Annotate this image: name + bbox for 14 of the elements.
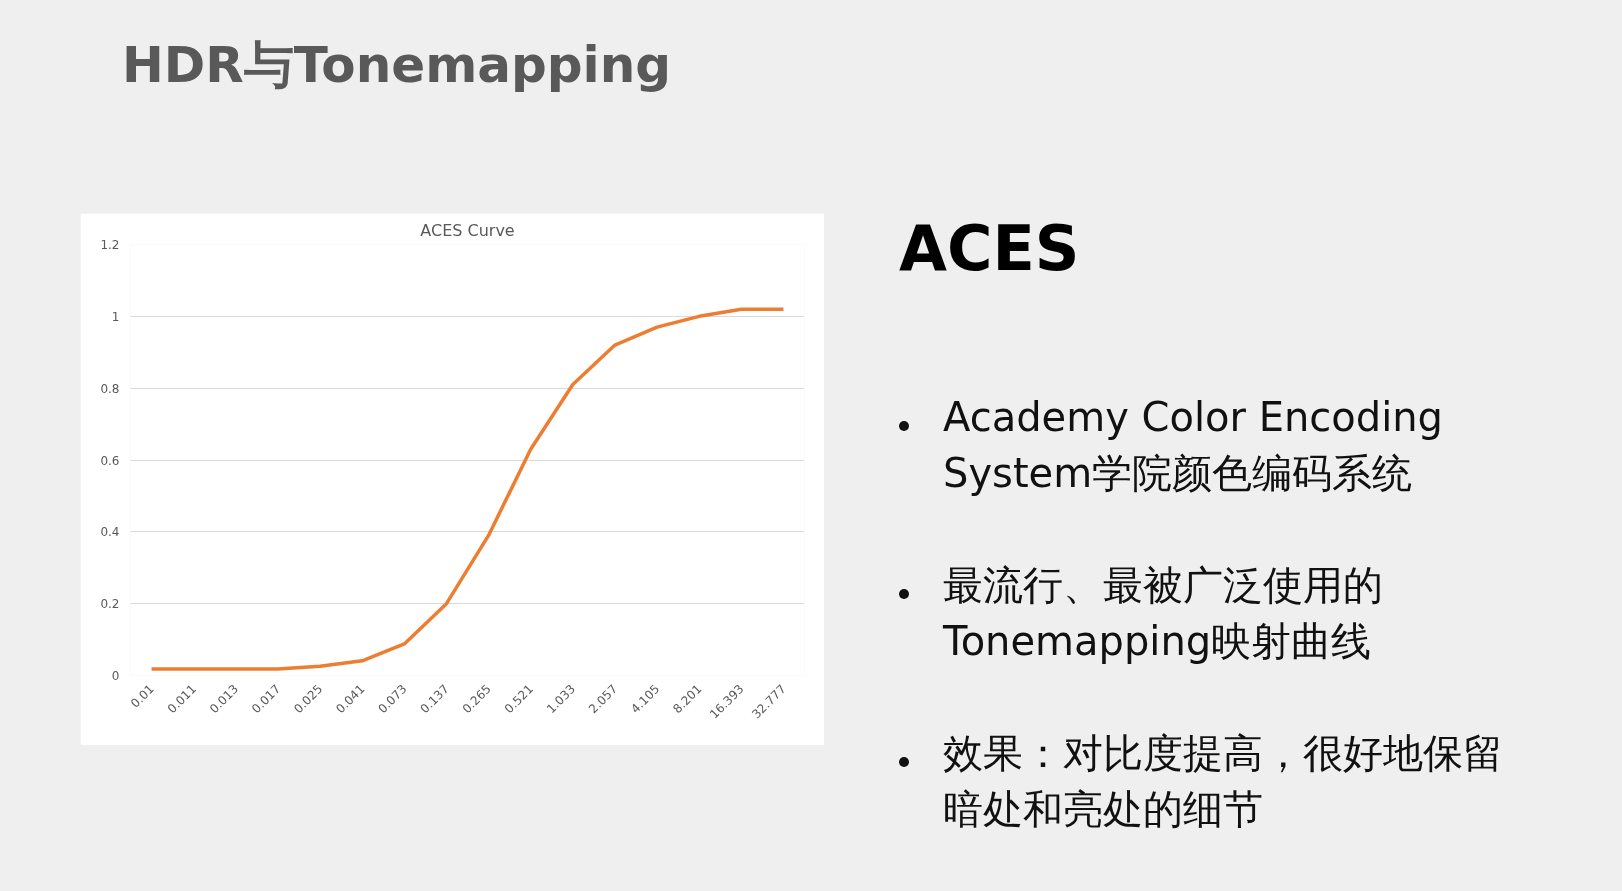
text: 最流行、最被广泛使用的Tonemapping映射曲线 bbox=[943, 560, 1384, 666]
text: HDR与Tonemapping bbox=[122, 35, 672, 96]
y-tick-label: 0 bbox=[111, 669, 120, 683]
y-tick-label: 1.2 bbox=[100, 238, 120, 252]
y-tick-label: 0.8 bbox=[100, 381, 120, 396]
chart-title: ACES Curve bbox=[420, 220, 515, 240]
text: 效果：对比度提高，很好地保留暗处和亮处的细节 bbox=[943, 728, 1504, 834]
text: ACES bbox=[899, 211, 1081, 287]
text: Academy Color Encoding System学院颜色编码系统 bbox=[943, 392, 1444, 498]
y-tick-label: 0.2 bbox=[100, 597, 120, 612]
y-tick-label: 0.6 bbox=[100, 453, 120, 468]
y-tick-label: 1 bbox=[111, 309, 120, 324]
line-series bbox=[149, 307, 786, 671]
y-tick-label: 0.4 bbox=[100, 525, 120, 540]
